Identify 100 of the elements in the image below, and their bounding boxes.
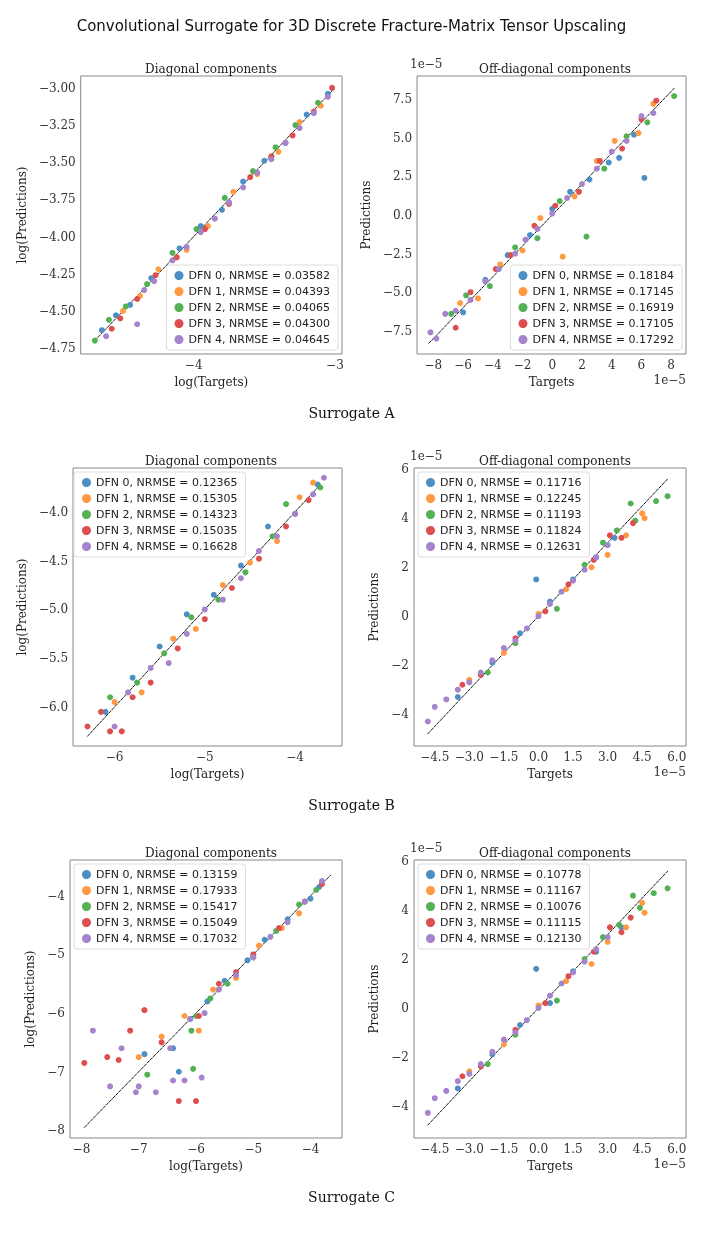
x-axis-title: log(Targets) bbox=[174, 375, 249, 389]
legend-label: DFN 1, NRMSE = 0.04393 bbox=[188, 285, 331, 298]
x-tick-label: −8 bbox=[72, 1142, 91, 1156]
text: Convolutional Surrogate for 3D Discrete Fracture-Matrix Tensor Upscaling bbox=[75, 16, 628, 37]
x-axis-title: log(Targets) bbox=[169, 1159, 243, 1173]
y-tick-label: −8 bbox=[47, 1123, 65, 1138]
text: 1e−5 bbox=[653, 1157, 686, 1171]
legend-label: DFN 2, NRMSE = 0.14323 bbox=[96, 508, 238, 521]
x-tick-label: −1.5 bbox=[488, 1142, 518, 1156]
y-tick-label: 0.0 bbox=[392, 208, 412, 222]
legend-label: DFN 4, NRMSE = 0.17032 bbox=[96, 932, 238, 945]
x-tick-label: −8 bbox=[424, 358, 442, 372]
y-tick-label: −7.5 bbox=[382, 323, 412, 338]
text: 1e−5 bbox=[409, 841, 442, 855]
x-tick-label: 1.5 bbox=[563, 1142, 583, 1156]
x-tick-label: −4 bbox=[184, 358, 203, 372]
x-axis-title: Targets bbox=[526, 767, 573, 781]
y-tick-label: −4.00 bbox=[38, 229, 76, 244]
y-tick-label: −7 bbox=[47, 1064, 65, 1079]
x-tick-label: −7 bbox=[129, 1142, 148, 1156]
y-tick-label: 0 bbox=[400, 1000, 409, 1015]
y-tick-label: −3.25 bbox=[38, 118, 76, 133]
x-tick-label: −6 bbox=[453, 358, 472, 372]
x-tick-label: −5 bbox=[244, 1142, 263, 1156]
x-tick-label: 6.0 bbox=[666, 1142, 686, 1156]
x-tick-label: −4.5 bbox=[419, 1142, 449, 1156]
legend-label: DFN 1, NRMSE = 0.17933 bbox=[96, 884, 238, 897]
text: Surrogate C bbox=[307, 1188, 396, 1207]
y-tick-label: −4.25 bbox=[38, 266, 76, 281]
y-tick-label: −4.5 bbox=[38, 553, 69, 568]
legend-label: DFN 3, NRMSE = 0.11824 bbox=[439, 524, 582, 537]
y-tick-label: −2 bbox=[390, 1049, 409, 1064]
y-tick-label: 4 bbox=[400, 511, 409, 526]
y-tick-label: −2 bbox=[390, 658, 409, 673]
y-axis-title: Predictions bbox=[366, 572, 381, 642]
y-tick-label: −3.00 bbox=[38, 80, 76, 95]
x-axis-title: log(Targets) bbox=[170, 767, 245, 781]
y-tick-label: −2.5 bbox=[382, 246, 412, 261]
x-tick-label: 4.5 bbox=[632, 750, 652, 764]
y-tick-label: −4.0 bbox=[38, 504, 69, 519]
y-tick-label: −5.5 bbox=[38, 651, 69, 666]
legend-label: DFN 2, NRMSE = 0.11193 bbox=[439, 508, 582, 521]
legend-label: DFN 3, NRMSE = 0.17105 bbox=[531, 317, 674, 330]
y-tick-label: −5.0 bbox=[382, 285, 412, 300]
x-tick-label: −4 bbox=[286, 750, 305, 764]
legend-label: DFN 2, NRMSE = 0.10076 bbox=[439, 900, 582, 913]
legend-label: DFN 4, NRMSE = 0.12130 bbox=[439, 932, 582, 945]
legend-label: DFN 0, NRMSE = 0.13159 bbox=[96, 868, 238, 881]
legend-label: DFN 1, NRMSE = 0.15305 bbox=[96, 492, 238, 505]
x-tick-label: 6 bbox=[637, 358, 645, 372]
x-tick-label: 0.0 bbox=[528, 750, 548, 764]
legend-label: DFN 3, NRMSE = 0.11115 bbox=[439, 916, 582, 929]
chart-title: Diagonal components bbox=[145, 62, 277, 76]
y-tick-label: −4 bbox=[390, 707, 409, 722]
x-tick-label: −3 bbox=[326, 358, 344, 372]
y-tick-label: 2.5 bbox=[392, 169, 412, 184]
y-tick-label: −3.75 bbox=[38, 192, 76, 207]
legend-label: DFN 3, NRMSE = 0.15035 bbox=[96, 524, 238, 537]
x-tick-label: 6.0 bbox=[666, 750, 686, 764]
y-tick-label: 0 bbox=[400, 609, 409, 624]
x-tick-label: −3.0 bbox=[454, 1142, 484, 1156]
x-tick-label: −5 bbox=[195, 750, 214, 764]
text: 1e−5 bbox=[653, 765, 686, 779]
chart-title: Off-diagonal components bbox=[478, 454, 631, 468]
y-tick-label: −6 bbox=[47, 1006, 65, 1021]
legend-label: DFN 3, NRMSE = 0.04300 bbox=[188, 317, 331, 330]
x-tick-label: −4 bbox=[483, 358, 502, 372]
x-tick-label: −4 bbox=[301, 1142, 320, 1156]
x-tick-label: −6 bbox=[105, 750, 124, 764]
y-tick-label: −4 bbox=[390, 1098, 409, 1113]
y-axis-title: log(Predictions) bbox=[15, 166, 29, 264]
legend-label: DFN 4, NRMSE = 0.16628 bbox=[96, 540, 238, 553]
y-axis-title: Predictions bbox=[366, 964, 381, 1034]
y-axis-title: Predictions bbox=[358, 180, 373, 250]
y-axis-title: log(Predictions) bbox=[15, 558, 29, 656]
x-tick-label: −6 bbox=[187, 1142, 205, 1156]
legend-label: DFN 2, NRMSE = 0.16919 bbox=[531, 301, 674, 314]
legend-label: DFN 4, NRMSE = 0.04645 bbox=[188, 333, 331, 346]
x-tick-label: −3.0 bbox=[454, 750, 484, 764]
y-tick-label: −4 bbox=[47, 888, 66, 903]
legend-label: DFN 2, NRMSE = 0.04065 bbox=[188, 301, 331, 314]
text: Surrogate B bbox=[307, 796, 396, 815]
y-tick-label: −5 bbox=[47, 947, 65, 962]
legend-label: DFN 4, NRMSE = 0.12631 bbox=[439, 540, 582, 553]
x-tick-label: 8 bbox=[666, 358, 675, 372]
chart-title: Off-diagonal components bbox=[478, 846, 631, 860]
x-tick-label: 4.5 bbox=[632, 1142, 652, 1156]
legend-label: DFN 0, NRMSE = 0.18184 bbox=[531, 269, 674, 282]
x-tick-label: −2 bbox=[513, 358, 531, 372]
legend-label: DFN 0, NRMSE = 0.12365 bbox=[96, 476, 238, 489]
legend-label: DFN 1, NRMSE = 0.17145 bbox=[531, 285, 674, 298]
legend-label: DFN 0, NRMSE = 0.03582 bbox=[188, 269, 331, 282]
y-tick-label: 5.0 bbox=[392, 130, 412, 145]
chart-title: Diagonal components bbox=[145, 846, 277, 860]
legend-label: DFN 4, NRMSE = 0.17292 bbox=[531, 333, 674, 346]
x-axis-title: Targets bbox=[526, 1159, 573, 1173]
x-tick-label: 0.0 bbox=[528, 1142, 548, 1156]
legend-label: DFN 2, NRMSE = 0.15417 bbox=[96, 900, 238, 913]
text: 1e−5 bbox=[409, 57, 442, 71]
y-tick-label: 6 bbox=[400, 854, 409, 869]
